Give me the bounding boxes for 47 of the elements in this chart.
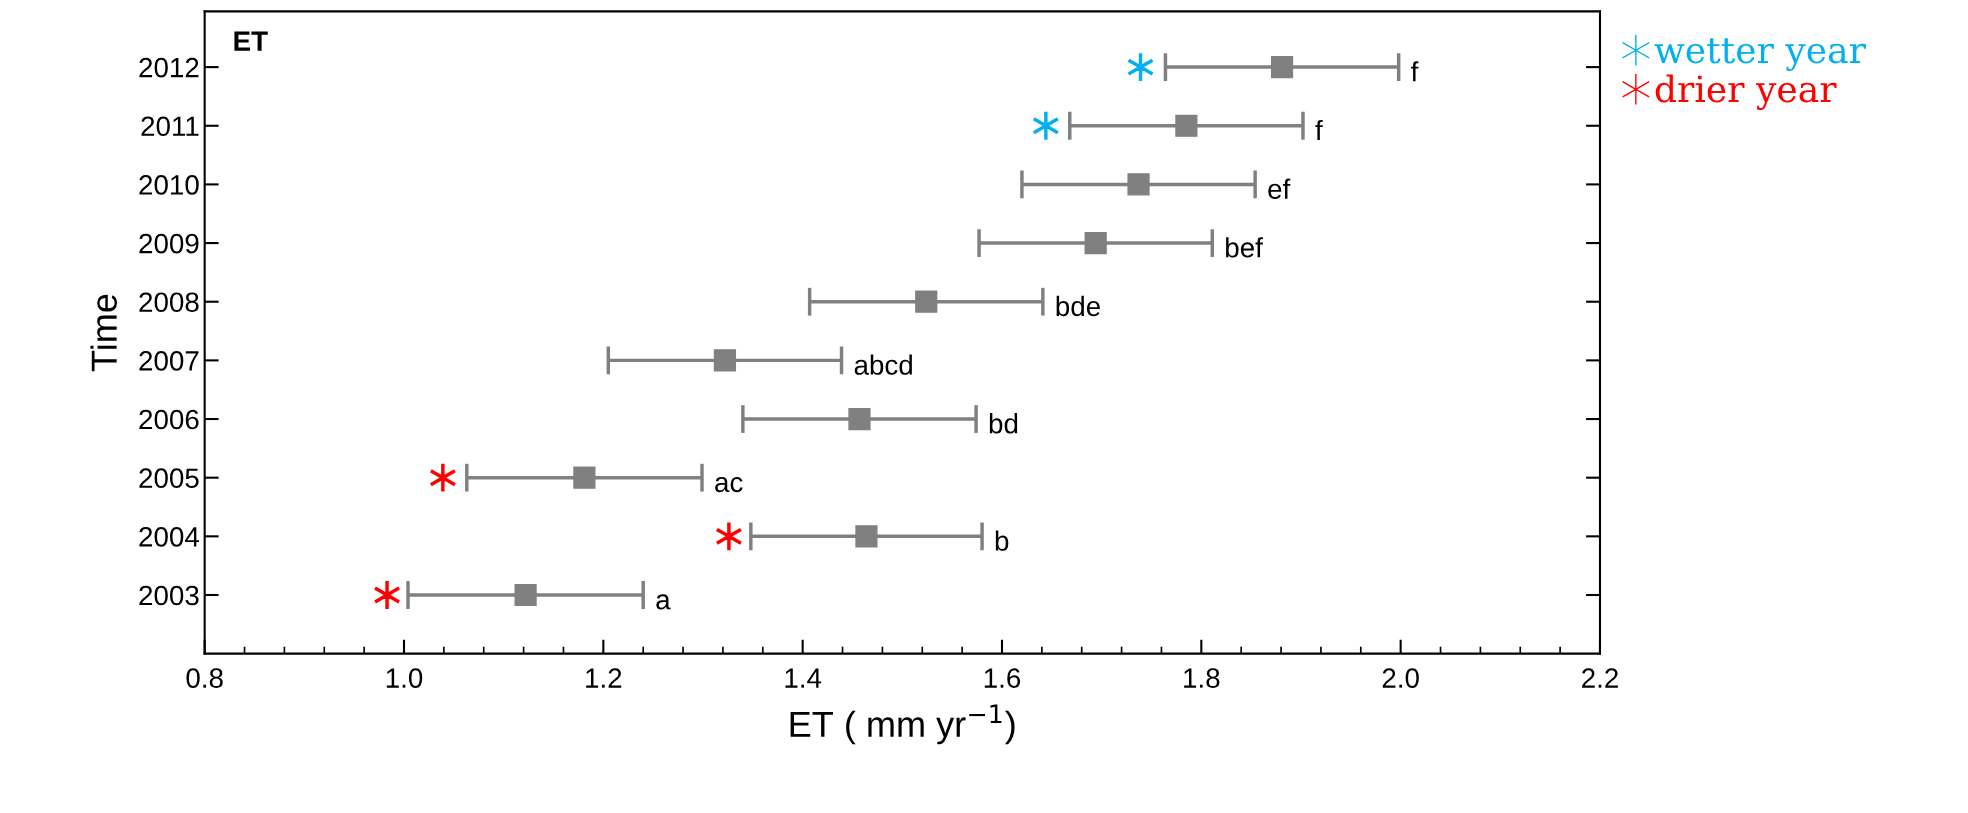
- x-tick-label: 2.2: [1582, 668, 1618, 688]
- point: [1127, 173, 1150, 196]
- y-tick-label: 2008: [139, 292, 199, 313]
- point: [1270, 55, 1294, 79]
- x-tick-label: 1.2: [586, 668, 622, 688]
- text: ET: [234, 31, 268, 51]
- point: [855, 525, 878, 548]
- x-tick-label: 2.0: [1382, 668, 1419, 688]
- point: [373, 579, 401, 611]
- y-tick-label: 2004: [139, 527, 199, 547]
- y-tick-label: 2010: [139, 175, 199, 195]
- point: [1175, 114, 1198, 137]
- y-tick-label: 2009: [139, 233, 199, 254]
- y-tick-label: 2012: [139, 57, 199, 78]
- annotation: a: [656, 594, 671, 610]
- x-tick-label: 1.6: [984, 668, 1021, 688]
- annotation: f: [1411, 61, 1419, 82]
- annotation: f: [1315, 119, 1323, 140]
- x-tick-label: 1.4: [785, 668, 822, 688]
- point: [915, 290, 938, 313]
- y-tick-label: 2005: [139, 468, 199, 489]
- point: [848, 407, 871, 431]
- point: [713, 349, 737, 372]
- y-tick-label: 2003: [139, 585, 199, 606]
- point: [715, 520, 743, 552]
- annotation: bd: [989, 413, 1018, 434]
- legend-label: drier year: [1655, 74, 1837, 110]
- point: [1084, 231, 1107, 255]
- x-axis-title: ET ( mm yr$^{−1}$): [790, 704, 1015, 745]
- annotation: ef: [1268, 178, 1291, 199]
- y-tick-label: 2006: [139, 409, 199, 430]
- legend-label: wetter year: [1654, 38, 1866, 71]
- x-tick-label: 0.8: [186, 668, 223, 688]
- annotation: b: [995, 530, 1009, 551]
- x-tick-label: 1.8: [1184, 668, 1220, 688]
- point: [429, 462, 457, 494]
- x-tick-label: 1.0: [386, 668, 423, 688]
- annotation: bef: [1226, 237, 1263, 258]
- point: [514, 583, 537, 607]
- point: [1032, 110, 1060, 142]
- annotation: ac: [715, 476, 743, 493]
- y-axis-title: Time: [90, 294, 117, 372]
- annotation: abcd: [854, 354, 912, 375]
- y-tick-label: 2007: [139, 351, 199, 371]
- annotation: bde: [1056, 295, 1100, 317]
- point: [573, 466, 596, 489]
- y-tick-label: 2011: [141, 116, 199, 137]
